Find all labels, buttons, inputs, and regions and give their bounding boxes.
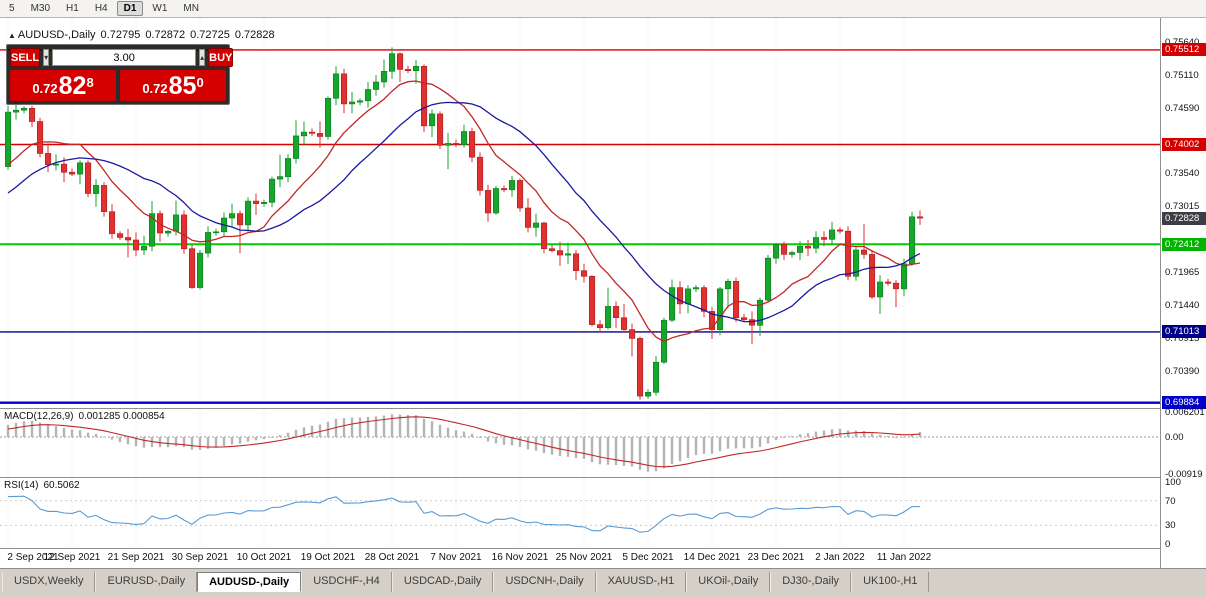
- rsi-tick: 100: [1165, 477, 1181, 488]
- volume-input[interactable]: [52, 49, 197, 66]
- price-tick: 0.71965: [1165, 267, 1200, 278]
- buy-price-prefix: 0.72: [142, 81, 168, 96]
- macd-title: MACD(12,26,9): [4, 411, 74, 422]
- timeframe-button-5[interactable]: 5: [9, 3, 15, 14]
- macd-label: MACD(12,26,9) 0.001285 0.000854: [4, 411, 165, 422]
- date-label: 2 Jan 2022: [815, 552, 865, 563]
- timeframe-button-h1[interactable]: H1: [66, 3, 79, 14]
- rsi-title: RSI(14): [4, 480, 39, 491]
- price-badge: 0.74002: [1162, 138, 1206, 151]
- macd-histogram: [6, 414, 922, 472]
- chart-tab-usdcnh-daily[interactable]: USDCNH-,Daily: [493, 572, 596, 592]
- pane-resize-handle[interactable]: [0, 477, 1206, 478]
- ohlc-open: 0.72795: [100, 29, 141, 41]
- chart-tab-audusd-daily[interactable]: AUDUSD-,Daily: [197, 572, 302, 592]
- date-label: 14 Dec 2021: [683, 552, 741, 563]
- symbol-title: AUDUSD-,Daily: [17, 29, 96, 41]
- date-label: 21 Sep 2021: [107, 552, 165, 563]
- price-badge: 0.72412: [1162, 238, 1206, 251]
- date-label: 7 Nov 2021: [430, 552, 482, 563]
- chart-tabs-bar: USDX,Weekly EURUSD-,Daily AUDUSD-,Daily USD…: [0, 568, 1206, 597]
- rsi-tick: 30: [1165, 520, 1176, 531]
- sell-price-button[interactable]: 0.72 82 8: [10, 70, 116, 101]
- ma-slow-line: [7, 101, 921, 323]
- timeframe-toolbar: 5 M30 H1 H4 D1 W1 MN: [0, 0, 1206, 18]
- timeframe-button-d1[interactable]: D1: [116, 1, 144, 16]
- date-label: 5 Dec 2021: [622, 552, 674, 563]
- sell-price-big: 82: [58, 72, 87, 100]
- date-label: 10 Oct 2021: [236, 552, 292, 563]
- price-tick: 0.73015: [1165, 201, 1200, 212]
- macd-tick: -0.00919: [1165, 469, 1203, 480]
- timeframe-button-mn[interactable]: MN: [183, 3, 199, 14]
- price-badge: 0.72828: [1162, 212, 1206, 225]
- timeframe-button-m30[interactable]: M30: [30, 3, 51, 14]
- rsi-indicator-pane[interactable]: [0, 478, 1160, 548]
- volume-increase-button[interactable]: ▴: [199, 49, 206, 66]
- date-label: 16 Nov 2021: [491, 552, 549, 563]
- price-tick: 0.71440: [1165, 300, 1200, 311]
- chart-tab-usdcad-daily[interactable]: USDCAD-,Daily: [391, 572, 494, 592]
- price-tick: 0.70915: [1165, 333, 1200, 344]
- ohlc-low: 0.72725: [190, 29, 230, 41]
- chart-ohlc-header: ▲ AUDUSD-,Daily 0.72795 0.72872 0.72725 0.728…: [8, 29, 275, 41]
- price-tick: 0.70390: [1165, 366, 1200, 377]
- sell-price-prefix: 0.72: [32, 81, 58, 96]
- sell-price-pipette: 8: [86, 75, 94, 90]
- pane-resize-handle[interactable]: [0, 548, 1206, 549]
- price-badge: 0.69884: [1162, 396, 1206, 409]
- chart-tab-usdchf-h4[interactable]: USDCHF-,H4: [301, 572, 392, 592]
- price-badge: 0.75512: [1162, 43, 1206, 56]
- price-tick: 0.74590: [1165, 103, 1200, 114]
- date-label: 23 Dec 2021: [747, 552, 805, 563]
- ma-fast-line: [7, 80, 921, 343]
- macd-signal-line: [7, 416, 921, 468]
- macd-svg[interactable]: [0, 409, 1160, 477]
- macd-indicator-pane[interactable]: [0, 409, 1160, 477]
- ohlc-close: 0.72828: [234, 29, 275, 41]
- ohlc-high: 0.72872: [145, 29, 186, 41]
- price-tick: 0.73540: [1165, 168, 1200, 179]
- chart-tab-ukoil-daily[interactable]: UKOil-,Daily: [686, 572, 771, 592]
- pane-resize-handle[interactable]: [0, 408, 1206, 409]
- chart-tab-dj30-daily[interactable]: DJ30-,Daily: [770, 572, 852, 592]
- buy-button[interactable]: BUY: [208, 48, 234, 67]
- date-label: 19 Oct 2021: [300, 552, 356, 563]
- rsi-label: RSI(14) 60.5062: [4, 480, 80, 491]
- timeframe-button-w1[interactable]: W1: [152, 3, 168, 14]
- chart-tab-eurusd-daily[interactable]: EURUSD-,Daily: [95, 572, 198, 592]
- candles-layer: [5, 47, 924, 400]
- buy-price-big: 85: [168, 72, 197, 100]
- buy-price-button[interactable]: 0.72 85 0: [120, 70, 226, 101]
- date-label: 2 Sep 2021: [7, 552, 59, 563]
- one-click-panel-toggle-icon[interactable]: ▲: [8, 31, 16, 40]
- date-label: 30 Sep 2021: [171, 552, 229, 563]
- rsi-tick: 0: [1165, 539, 1171, 550]
- date-label: 25 Nov 2021: [555, 552, 613, 563]
- buy-price-pipette: 0: [196, 75, 204, 90]
- date-label: 12 Sep 2021: [43, 552, 101, 563]
- price-tick: 0.75110: [1165, 70, 1199, 81]
- macd-tick: 0.00: [1165, 432, 1184, 443]
- price-badge: 0.71013: [1162, 325, 1206, 338]
- rsi-value: 60.5062: [43, 480, 80, 491]
- price-axis[interactable]: 0.75640 0.75110 0.74590 0.73540 0.73015 0.719…: [1160, 18, 1206, 568]
- macd-values: 0.001285 0.000854: [78, 411, 165, 422]
- date-axis[interactable]: 2 Sep 2021 12 Sep 2021 21 Sep 2021 30 Sep 2…: [0, 549, 1160, 568]
- sell-button[interactable]: SELL: [10, 48, 41, 67]
- price-tick: 0.75640: [1165, 37, 1199, 48]
- timeframe-button-h4[interactable]: H4: [94, 3, 108, 14]
- rsi-svg[interactable]: [0, 478, 1160, 548]
- macd-tick: 0.006201: [1165, 407, 1205, 418]
- date-label: 11 Jan 2022: [876, 552, 932, 563]
- volume-decrease-button[interactable]: ▾: [43, 49, 50, 66]
- chart-tab-uk100-h1[interactable]: UK100-,H1: [851, 572, 930, 592]
- rsi-line: [7, 495, 921, 533]
- rsi-tick: 70: [1165, 496, 1176, 507]
- chart-tab-xauusd-h1[interactable]: XAUUSD-,H1: [595, 572, 687, 592]
- date-label: 28 Oct 2021: [364, 552, 420, 563]
- chart-tab-usdx-weekly[interactable]: USDX,Weekly: [2, 572, 96, 592]
